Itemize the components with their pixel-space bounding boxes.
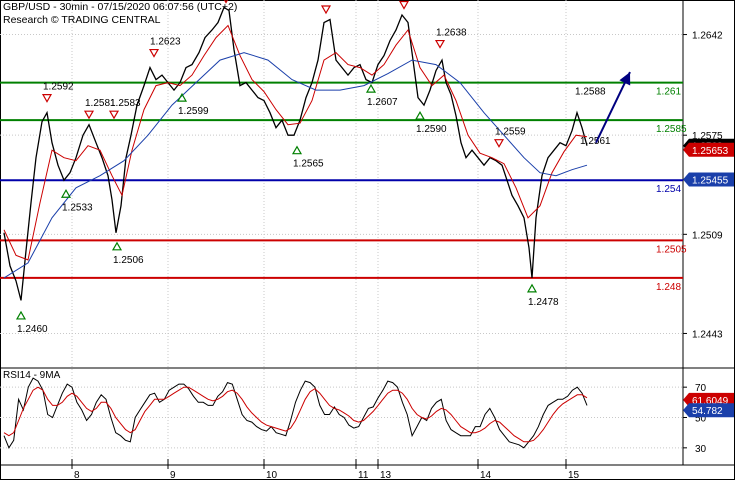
- pivot-label-1.2664: 1.2664: [322, 0, 353, 4]
- rsi-series-1: [3, 386, 588, 443]
- price-badge-1.25455: [683, 172, 734, 187]
- x-tick-label-9: 9: [170, 470, 176, 480]
- y-tick-label-1.2509: 1.2509: [692, 230, 723, 241]
- sell-marker-1.2559: [493, 139, 505, 148]
- rsi-badge-label-54.782: 54.782: [692, 406, 723, 417]
- rsi-title: RSI14 - 9MA: [3, 370, 61, 381]
- sell-marker-1.2581: [83, 110, 95, 120]
- price-axis: 1.26421.25751.25091.24431.25681.256531.2…: [683, 31, 734, 340]
- pivot-label-1.2581: 1.2581: [85, 98, 116, 109]
- rsi-badge-54.782: [683, 403, 734, 418]
- x-tick-label-8: 8: [74, 470, 80, 480]
- pivot-label-1.2460: 1.2460: [17, 324, 48, 335]
- pivot-label-1.2592: 1.2592: [43, 82, 74, 93]
- x-tick-label-10: 10: [266, 470, 278, 480]
- buy-marker-1.2607: [365, 83, 377, 93]
- sell-marker-1.2666: [398, 0, 410, 10]
- sell-marker-1.2583: [108, 110, 120, 120]
- x-tick-label-13: 13: [380, 470, 392, 480]
- forecast-arrow-shaft: [595, 71, 631, 144]
- price-series-1: [3, 24, 588, 261]
- pivot-label-1.2590: 1.2590: [416, 124, 447, 135]
- pivot-label-1.2559: 1.2559: [495, 127, 526, 138]
- pivot-label-1.2638: 1.2638: [436, 28, 467, 39]
- pivot-label-1.2565: 1.2565: [293, 159, 324, 170]
- rsi-tick-label-30: 30: [695, 444, 707, 455]
- buy-marker-1.2590: [414, 110, 426, 120]
- pivot-label-1.2599: 1.2599: [178, 106, 209, 117]
- pivot-label-1.2533: 1.2533: [62, 202, 93, 213]
- buy-marker-1.2599: [176, 92, 188, 102]
- level-label-1.254: 1.254: [656, 184, 681, 195]
- x-tick-label-15: 15: [568, 470, 580, 480]
- y-tick-label-1.2575: 1.2575: [692, 131, 723, 142]
- buy-marker-1.2460: [15, 310, 27, 320]
- price-badge-1.25653: [683, 142, 734, 157]
- y-tick-label-1.2443: 1.2443: [692, 329, 723, 340]
- sell-marker-1.2664: [320, 5, 332, 15]
- rsi-tick-label-70: 70: [695, 383, 707, 394]
- level-label-1.2505: 1.2505: [656, 244, 687, 255]
- y-tick-label-1.2642: 1.2642: [692, 31, 723, 42]
- sell-marker-1.2638: [434, 39, 446, 49]
- pivot-label-1.2607: 1.2607: [367, 97, 398, 108]
- forecast-arrow: [595, 71, 631, 144]
- price-series-2: [3, 52, 588, 279]
- x-tick-label-14: 14: [480, 470, 492, 480]
- pivot-label-1.2623: 1.2623: [150, 37, 181, 48]
- pivot-label-1.2478: 1.2478: [528, 297, 559, 308]
- x-tick-label-11: 11: [358, 470, 369, 480]
- price-badge-label-1.25653: 1.25653: [692, 146, 729, 157]
- pivot-label-1.2588: 1.2588: [575, 87, 606, 98]
- time-axis: 8 9 10 11 13 14 15: [71, 459, 580, 480]
- pivot-label-1.2506: 1.2506: [113, 255, 144, 266]
- forecast-arrow-head: [619, 72, 631, 86]
- rsi-series-0: [3, 377, 588, 449]
- level-label-1.261: 1.261: [656, 87, 681, 98]
- sell-marker-1.2623: [148, 48, 160, 58]
- price-series: [3, 6, 588, 301]
- pivot-label-1.2583: 1.2583: [110, 98, 141, 109]
- buy-marker-1.2478: [526, 283, 538, 293]
- level-label-1.2585: 1.2585: [656, 124, 687, 135]
- level-label-1.248: 1.248: [656, 282, 681, 293]
- chart-title: GBP/USD - 30min - 07/15/2020 06:07:56 (U…: [3, 1, 238, 13]
- buy-marker-1.2506: [111, 241, 123, 251]
- price-badge-label-1.25455: 1.25455: [692, 175, 729, 186]
- rsi-badge-label-61.6049: 61.6049: [692, 396, 729, 407]
- price-series-0: [3, 6, 588, 301]
- rsi-tick-label-50: 50: [695, 414, 707, 425]
- level-lines: 1.261 1.2585 1.254 1.2505 1.248: [0, 81, 687, 293]
- buy-marker-1.2565: [291, 145, 303, 155]
- buy-marker-1.2533: [60, 189, 72, 198]
- sell-marker-1.2592: [41, 94, 53, 103]
- chart-credit: Research © TRADING CENTRAL: [3, 14, 161, 26]
